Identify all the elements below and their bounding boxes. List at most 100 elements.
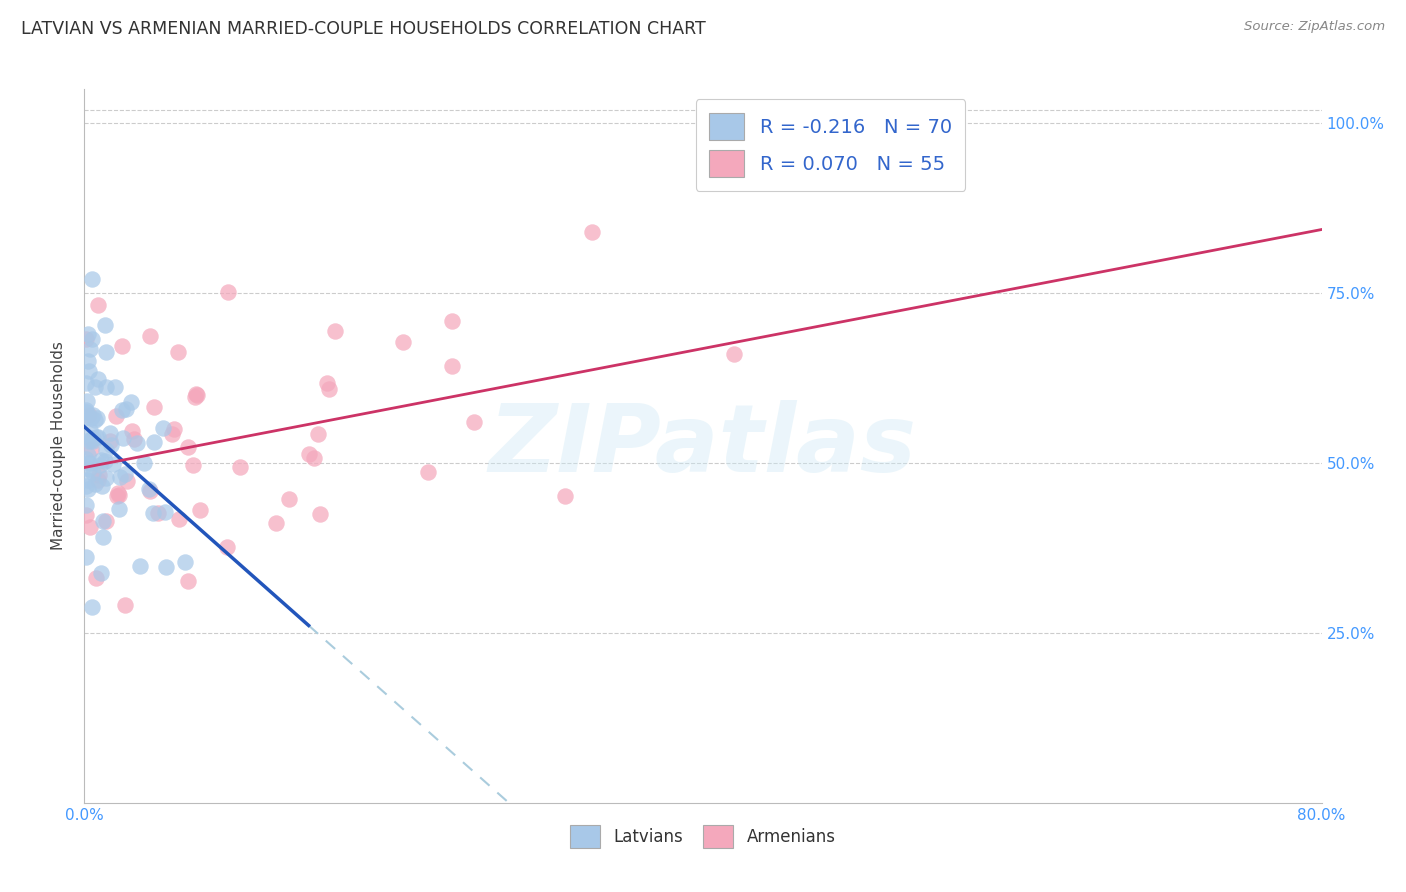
Point xyxy=(264,516,287,530)
Point xyxy=(82,434,104,448)
Point xyxy=(160,426,183,441)
Point xyxy=(181,458,204,472)
Point xyxy=(89,458,111,472)
Point xyxy=(309,507,332,521)
Point xyxy=(79,342,101,356)
Point xyxy=(91,530,114,544)
Point xyxy=(152,421,174,435)
Point xyxy=(101,458,124,472)
Point xyxy=(83,413,105,427)
Point xyxy=(323,324,346,338)
Point xyxy=(143,400,166,414)
Point xyxy=(186,387,208,401)
Point xyxy=(79,423,101,437)
Point xyxy=(441,359,464,374)
Point xyxy=(82,600,104,615)
Text: ZIPatlas: ZIPatlas xyxy=(489,400,917,492)
Point xyxy=(418,465,440,479)
Point xyxy=(186,388,208,402)
Point xyxy=(75,405,97,419)
Point xyxy=(190,503,212,517)
Point xyxy=(277,492,299,507)
Legend: Latvians, Armenians: Latvians, Armenians xyxy=(564,818,842,855)
Point xyxy=(143,435,166,450)
Point xyxy=(77,483,100,497)
Point xyxy=(87,372,110,386)
Point xyxy=(138,482,160,496)
Point xyxy=(87,468,110,483)
Point xyxy=(77,408,100,422)
Point xyxy=(90,479,112,493)
Point xyxy=(441,313,464,327)
Point xyxy=(82,408,104,422)
Point xyxy=(125,436,148,450)
Point xyxy=(76,326,98,341)
Point xyxy=(87,474,110,488)
Point xyxy=(90,452,112,467)
Point xyxy=(163,422,186,436)
Point xyxy=(302,450,325,465)
Point xyxy=(82,431,104,445)
Point xyxy=(94,454,117,468)
Point xyxy=(177,440,200,454)
Point xyxy=(80,442,103,456)
Point xyxy=(723,347,745,361)
Point xyxy=(82,466,104,480)
Point xyxy=(298,447,321,461)
Point xyxy=(76,410,98,425)
Point xyxy=(75,508,97,523)
Point xyxy=(177,574,200,588)
Point xyxy=(75,376,97,390)
Point xyxy=(215,540,238,554)
Point xyxy=(148,506,170,520)
Point xyxy=(108,488,131,502)
Point xyxy=(307,426,329,441)
Point xyxy=(75,498,97,512)
Point xyxy=(174,555,197,569)
Point xyxy=(107,489,129,503)
Point xyxy=(98,426,121,441)
Point xyxy=(228,459,250,474)
Point xyxy=(80,411,103,425)
Text: LATVIAN VS ARMENIAN MARRIED-COUPLE HOUSEHOLDS CORRELATION CHART: LATVIAN VS ARMENIAN MARRIED-COUPLE HOUSE… xyxy=(21,20,706,37)
Point xyxy=(77,462,100,476)
Point xyxy=(122,432,145,446)
Point xyxy=(98,434,121,448)
Point xyxy=(80,271,103,285)
Point xyxy=(121,424,143,438)
Point xyxy=(392,334,415,349)
Point xyxy=(318,382,340,396)
Point xyxy=(86,411,108,425)
Point xyxy=(105,409,128,423)
Point xyxy=(90,566,112,580)
Point xyxy=(108,470,131,484)
Point xyxy=(184,390,207,404)
Point xyxy=(115,474,138,488)
Point xyxy=(217,285,239,299)
Point xyxy=(114,598,136,612)
Point xyxy=(94,318,117,333)
Point xyxy=(84,571,107,585)
Point xyxy=(155,504,177,518)
Point xyxy=(91,514,114,528)
Point xyxy=(111,431,134,445)
Point xyxy=(94,345,117,359)
Point xyxy=(79,434,101,448)
Point xyxy=(80,433,103,447)
Point xyxy=(463,415,485,429)
Point xyxy=(76,473,98,487)
Point xyxy=(75,550,97,565)
Point xyxy=(77,448,100,462)
Point xyxy=(84,476,107,491)
Point xyxy=(120,395,142,409)
Point xyxy=(108,501,131,516)
Point xyxy=(132,456,155,470)
Point xyxy=(94,471,117,485)
Point xyxy=(84,380,107,394)
Point xyxy=(79,520,101,534)
Point xyxy=(75,479,97,493)
Point xyxy=(75,332,97,346)
Point xyxy=(75,451,97,466)
Point xyxy=(114,402,136,417)
Point xyxy=(581,225,603,239)
